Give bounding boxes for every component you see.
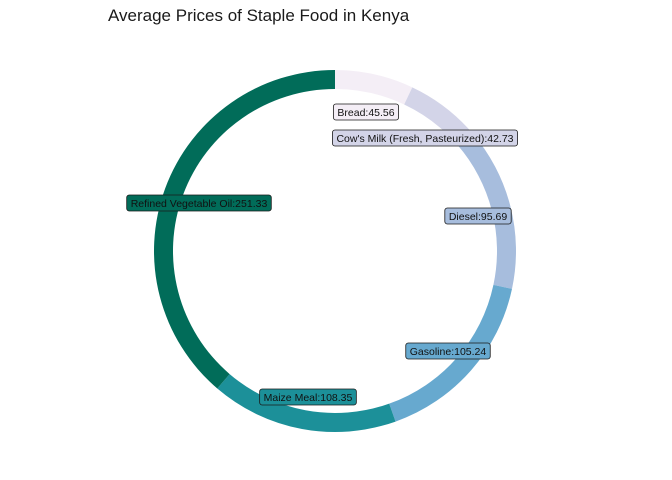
data-label-text: Cow's Milk (Fresh, Pasteurized):42.73 <box>336 133 513 145</box>
data-label-text: Maize Meal:108.35 <box>264 392 353 404</box>
slice-maize-meal <box>217 374 396 432</box>
data-label-text: Gasoline:105.24 <box>410 346 487 358</box>
data-label-maize-meal: Maize Meal:108.35 <box>259 388 357 406</box>
slice-diesel <box>457 132 516 289</box>
data-label-diesel: Diesel:95.69 <box>444 207 512 225</box>
chart-title: Average Prices of Staple Food in Kenya <box>108 6 410 25</box>
slice-refined-vegetable-oil <box>153 70 335 389</box>
slice-bread <box>335 70 413 105</box>
data-label-cow-s-milk-fresh-pasteurized: Cow's Milk (Fresh, Pasteurized):42.73 <box>332 129 518 147</box>
data-label-text: Refined Vegetable Oil:251.33 <box>131 198 268 210</box>
data-label-text: Bread:45.56 <box>337 107 394 119</box>
data-label-box <box>405 342 491 360</box>
data-label-refined-vegetable-oil: Refined Vegetable Oil:251.33 <box>126 194 272 212</box>
data-label-box <box>332 103 400 121</box>
data-label-box <box>126 194 272 212</box>
data-label-box <box>332 129 518 147</box>
data-label-box <box>444 207 512 225</box>
data-label-text: Diesel:95.69 <box>449 211 508 223</box>
data-label-gasoline: Gasoline:105.24 <box>405 342 491 360</box>
data-label-bread: Bread:45.56 <box>332 103 400 121</box>
data-label-box <box>259 388 357 406</box>
slice-gasoline <box>389 284 512 422</box>
